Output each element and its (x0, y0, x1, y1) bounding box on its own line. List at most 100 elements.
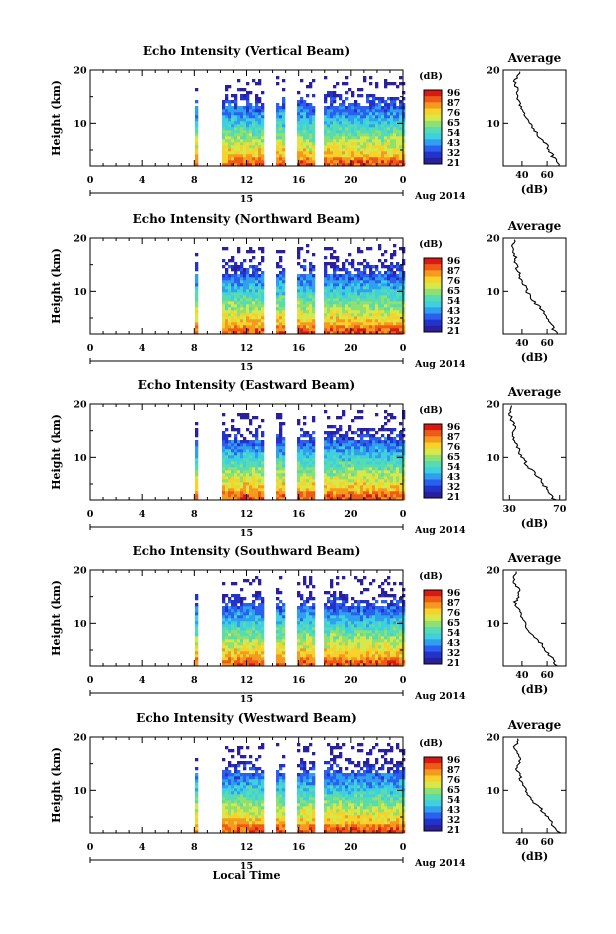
heatmap-cell (300, 657, 303, 660)
heatmap-cell (252, 461, 255, 464)
heatmap-cell (345, 476, 348, 479)
heatmap-cell (195, 654, 198, 657)
heatmap-cell (339, 594, 342, 597)
heatmap-cell (195, 118, 198, 121)
heatmap-cell (372, 651, 375, 654)
heatmap-cell (276, 633, 279, 636)
heatmap-cell (378, 624, 381, 627)
heatmap-cell (243, 295, 246, 298)
heatmap-cell (366, 142, 369, 145)
heatmap-cell (240, 476, 243, 479)
heatmap-cell (387, 470, 390, 473)
chart-title: Echo Intensity (Vertical Beam) (143, 44, 350, 58)
heatmap-cell (330, 654, 333, 657)
heatmap-cell (282, 280, 285, 283)
heatmap-cell (372, 443, 375, 446)
heatmap-cell (249, 157, 252, 160)
heatmap-cell (225, 313, 228, 316)
heatmap-cell (384, 148, 387, 151)
heatmap-cell (381, 121, 384, 124)
heatmap-cell (231, 654, 234, 657)
heatmap-cell (327, 160, 330, 163)
heatmap-cell (330, 470, 333, 473)
heatmap-cell (375, 316, 378, 319)
heatmap-cell (333, 118, 336, 121)
heatmap-cell (243, 413, 246, 416)
heatmap-cell (255, 316, 258, 319)
colorbar-tick-label: 21 (447, 158, 460, 169)
avg-x-axis-label: (dB) (521, 517, 548, 530)
heatmap-cell (381, 118, 384, 121)
heatmap-cell (303, 443, 306, 446)
heatmap-cell (342, 121, 345, 124)
heatmap-cell (339, 322, 342, 325)
heatmap-cell (300, 160, 303, 163)
heatmap-cell (372, 313, 375, 316)
heatmap-cell (336, 289, 339, 292)
heatmap-cell (237, 106, 240, 109)
heatmap-cell (363, 271, 366, 274)
heatmap-cell (300, 612, 303, 615)
heatmap-cell (363, 319, 366, 322)
heatmap-cell (246, 455, 249, 458)
heatmap-cell (357, 479, 360, 482)
heatmap-cell (282, 112, 285, 115)
heatmap-cell (195, 322, 198, 325)
heatmap-cell (339, 286, 342, 289)
heatmap-cell (258, 440, 261, 443)
heatmap-cell (393, 244, 396, 247)
heatmap-cell (345, 482, 348, 485)
heatmap-cell (282, 606, 285, 609)
heatmap-cell (276, 609, 279, 612)
heatmap-cell (336, 437, 339, 440)
heatmap-cell (225, 434, 228, 437)
heatmap-cell (360, 307, 363, 310)
y-axis-label: Height (km) (50, 414, 63, 490)
heatmap-cell (300, 154, 303, 157)
heatmap-cell (384, 130, 387, 133)
heatmap-cell (255, 100, 258, 103)
heatmap-cell (399, 160, 402, 163)
heatmap-cell (306, 473, 309, 476)
heatmap-cell (297, 467, 300, 470)
heatmap-cell (399, 307, 402, 310)
heatmap-cell (225, 606, 228, 609)
colorbar-band (424, 455, 442, 462)
heatmap-cell (360, 280, 363, 283)
heatmap-cell (381, 621, 384, 624)
heatmap-cell (372, 636, 375, 639)
heatmap-cell (342, 319, 345, 322)
heatmap-cell (333, 648, 336, 651)
heatmap-cell (327, 657, 330, 660)
heatmap-cell (195, 422, 198, 425)
heatmap-cell (300, 319, 303, 322)
heatmap-cell (393, 322, 396, 325)
heatmap-cell (324, 443, 327, 446)
heatmap-cell (309, 494, 312, 497)
heatmap-cell (369, 482, 372, 485)
heatmap-cell (339, 115, 342, 118)
heatmap-cell (342, 410, 345, 413)
heatmap-cell (339, 630, 342, 633)
heatmap-cell (300, 133, 303, 136)
heatmap-cell (390, 479, 393, 482)
heatmap-cell (234, 268, 237, 271)
heatmap-cell (333, 609, 336, 612)
heatmap-cell (333, 325, 336, 328)
heatmap-cell (255, 630, 258, 633)
heatmap-cell (366, 621, 369, 624)
heatmap-cell (372, 627, 375, 630)
heatmap-cell (324, 256, 327, 259)
heatmap-cell (255, 624, 258, 627)
heatmap-cell (348, 440, 351, 443)
heatmap-cell (399, 127, 402, 130)
heatmap-cell (258, 627, 261, 630)
heatmap-cell (237, 594, 240, 597)
heatmap-cell (333, 136, 336, 139)
heatmap-cell (387, 485, 390, 488)
heatmap-cell (360, 657, 363, 660)
heatmap-cell (222, 145, 225, 148)
heatmap-cell (309, 145, 312, 148)
heatmap-cell (354, 154, 357, 157)
heatmap-cell (195, 88, 198, 91)
